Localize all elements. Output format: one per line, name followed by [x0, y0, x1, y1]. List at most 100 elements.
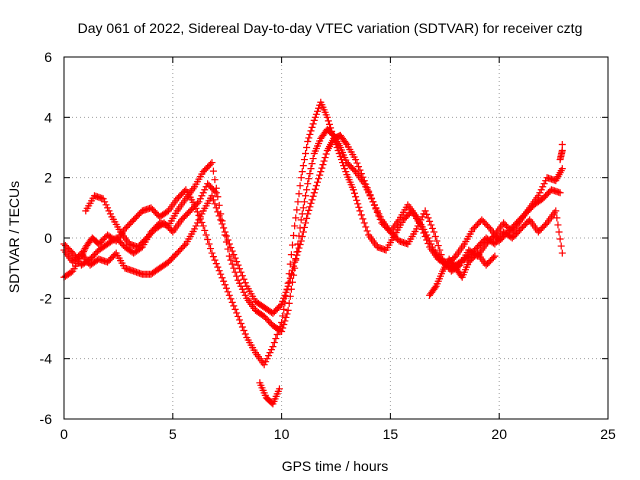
- data-point: [193, 199, 201, 207]
- data-point: [365, 187, 373, 195]
- data-point: [225, 252, 233, 260]
- data-point: [215, 212, 223, 220]
- data-point: [238, 323, 246, 331]
- data-point: [292, 214, 300, 222]
- data-point: [283, 310, 291, 318]
- data-point: [201, 186, 209, 194]
- data-point: [269, 343, 277, 351]
- data-point: [309, 192, 317, 200]
- data-point: [102, 201, 110, 209]
- data-point: [372, 205, 380, 213]
- data-point: [236, 316, 244, 324]
- data-point: [263, 355, 271, 363]
- series-trace-c: [60, 131, 566, 317]
- data-point: [260, 361, 268, 369]
- data-point: [304, 137, 312, 145]
- data-point: [104, 204, 112, 212]
- data-point: [218, 274, 226, 282]
- data-point: [241, 291, 249, 299]
- data-point: [314, 178, 322, 186]
- data-point: [322, 150, 330, 158]
- data-point: [279, 324, 287, 332]
- data-point: [227, 295, 235, 303]
- data-point: [220, 277, 228, 285]
- data-point: [281, 291, 289, 299]
- data-point: [305, 175, 313, 183]
- data-point: [231, 305, 239, 313]
- data-point: [558, 147, 566, 155]
- data-point: [208, 159, 216, 167]
- data-point: [340, 162, 348, 170]
- data-point: [318, 164, 326, 172]
- data-point: [299, 204, 307, 212]
- data-point: [353, 196, 361, 204]
- data-point: [359, 173, 367, 181]
- data-point: [428, 224, 436, 232]
- data-point: [211, 200, 219, 208]
- data-point: [267, 346, 275, 354]
- data-point: [491, 252, 499, 260]
- data-point: [234, 261, 242, 269]
- data-point: [195, 198, 203, 206]
- data-point: [212, 189, 220, 197]
- data-point: [237, 319, 245, 327]
- data-point: [212, 260, 220, 268]
- data-point: [291, 258, 299, 266]
- data-point: [305, 134, 313, 142]
- data-point: [212, 204, 220, 212]
- data-point: [307, 199, 315, 207]
- data-point: [270, 339, 278, 347]
- data-point: [489, 254, 497, 262]
- data-point: [225, 291, 233, 299]
- data-point: [413, 225, 421, 233]
- data-point: [310, 189, 318, 197]
- data-point: [363, 227, 371, 235]
- data-point: [341, 165, 349, 173]
- data-point: [199, 222, 207, 230]
- data-point: [556, 189, 564, 197]
- data-point: [558, 140, 566, 148]
- data-point: [293, 206, 301, 214]
- data-point: [196, 213, 204, 221]
- data-point: [357, 170, 365, 178]
- data-point: [202, 231, 210, 239]
- data-point: [221, 281, 229, 289]
- data-point: [426, 237, 434, 245]
- data-point: [542, 220, 550, 228]
- data-point: [278, 328, 286, 336]
- series-trace-d: [82, 140, 566, 408]
- data-point: [421, 207, 429, 215]
- data-point: [288, 266, 296, 274]
- data-point: [201, 226, 209, 234]
- data-point: [556, 235, 564, 243]
- data-point: [228, 298, 236, 306]
- data-point: [287, 270, 295, 278]
- data-point: [302, 150, 310, 158]
- data-point: [198, 210, 206, 218]
- data-point: [314, 107, 322, 115]
- data-point: [193, 219, 201, 227]
- data-point: [373, 208, 381, 216]
- data-point: [300, 223, 308, 231]
- data-point: [222, 232, 230, 240]
- data-point: [214, 193, 222, 201]
- data-point: [360, 219, 368, 227]
- data-point: [362, 223, 370, 231]
- data-point: [305, 206, 313, 214]
- data-point: [355, 203, 363, 211]
- data-point: [220, 224, 228, 232]
- data-point: [308, 123, 316, 131]
- data-point: [284, 306, 292, 314]
- data-point: [306, 170, 314, 178]
- data-point: [298, 232, 306, 240]
- data-point: [307, 127, 315, 135]
- data-point: [336, 153, 344, 161]
- data-point: [214, 208, 222, 216]
- data-point: [297, 174, 305, 182]
- data-point: [356, 166, 364, 174]
- data-point: [227, 244, 235, 252]
- data-point: [217, 216, 225, 224]
- data-point: [233, 258, 241, 266]
- data-point: [195, 216, 203, 224]
- data-point: [286, 274, 294, 282]
